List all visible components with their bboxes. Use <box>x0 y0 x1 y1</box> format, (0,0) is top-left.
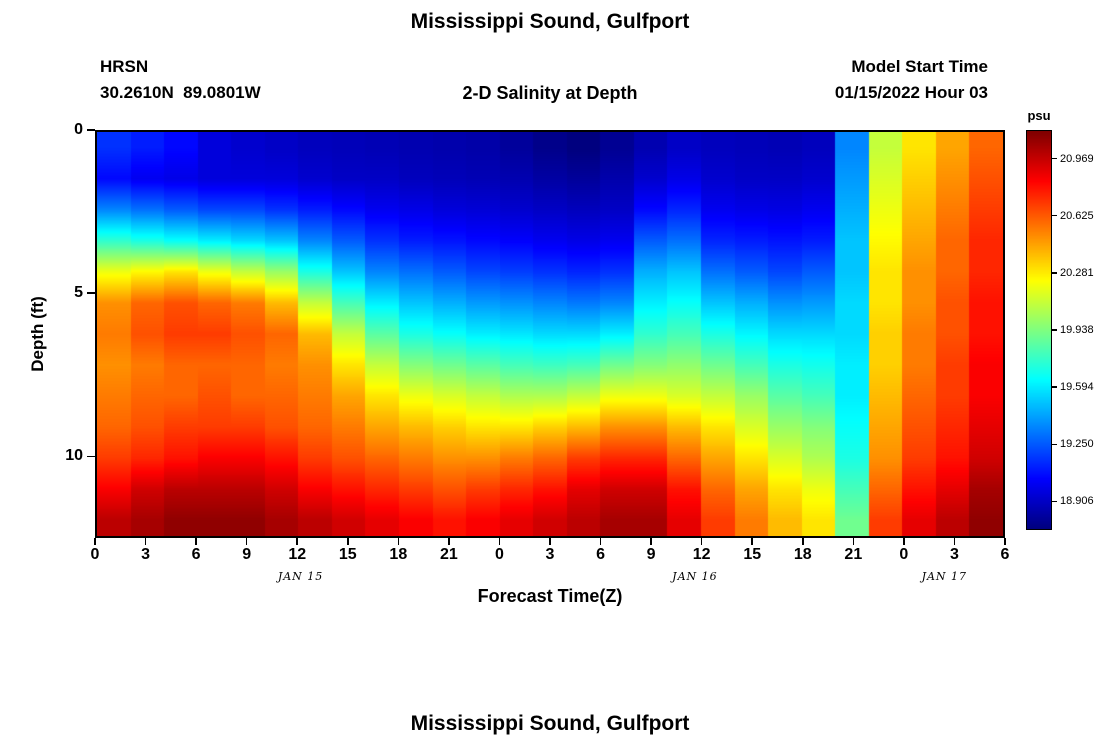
x-tick-mark <box>650 538 652 545</box>
x-tick-mark <box>700 538 703 545</box>
colorbar-tick-mark <box>1052 214 1057 217</box>
x-tick-label: 18 <box>793 546 812 563</box>
x-tick-label: 0 <box>899 546 909 563</box>
colorbar-unit-label: psu <box>1027 108 1051 123</box>
x-axis-date-label: JAN 15 <box>277 570 324 583</box>
x-axis-date-label: JAN 17 <box>921 570 968 583</box>
station-coordinates: 30.2610N 89.0801W <box>100 83 261 102</box>
y-tick-mark <box>87 129 95 131</box>
x-tick-label: 3 <box>949 546 959 563</box>
x-tick-mark <box>498 538 501 545</box>
colorbar-tick-label: 19.938 <box>1060 323 1094 336</box>
x-tick-label: 15 <box>743 546 762 563</box>
x-tick-label: 15 <box>338 546 357 563</box>
x-axis-label: Forecast Time(Z) <box>477 586 623 606</box>
next-chart-title: Mississippi Sound, Gulfport <box>410 712 690 735</box>
x-tick-mark <box>903 538 905 545</box>
x-tick-mark <box>599 538 602 545</box>
colorbar-tick-label: 19.594 <box>1060 381 1094 394</box>
x-tick-label: 6 <box>596 546 605 563</box>
y-tick-label: 0 <box>74 121 83 138</box>
x-tick-label: 3 <box>545 546 555 563</box>
x-tick-label: 9 <box>242 546 252 563</box>
x-tick-mark <box>144 538 147 545</box>
plot-area <box>95 130 1005 538</box>
y-axis-label: Depth (ft) <box>28 296 47 372</box>
x-tick-mark <box>549 538 551 545</box>
y-tick-mark <box>87 292 95 294</box>
model-start-time-label: Model Start Time <box>851 57 988 76</box>
x-tick-label: 0 <box>494 546 504 563</box>
colorbar-tick-mark <box>1052 157 1057 160</box>
y-tick-label: 10 <box>65 447 83 465</box>
model-start-time-value: 01/15/2022 Hour 03 <box>834 83 988 102</box>
x-tick-mark <box>852 538 855 545</box>
colorbar-tick-mark <box>1052 443 1057 445</box>
colorbar-gradient-canvas <box>1027 131 1051 529</box>
x-tick-label: 18 <box>389 546 408 563</box>
x-tick-label: 6 <box>1000 546 1010 563</box>
colorbar-tick-label: 20.625 <box>1060 209 1094 222</box>
colorbar-tick-mark <box>1052 500 1057 503</box>
x-tick-label: 0 <box>90 546 100 563</box>
chart-title: Mississippi Sound, Gulfport <box>410 10 690 33</box>
salinity-heatmap-canvas <box>97 132 1003 536</box>
x-tick-mark <box>347 538 349 545</box>
colorbar-tick-label: 20.969 <box>1060 152 1094 165</box>
x-tick-mark <box>953 538 956 545</box>
colorbar-tick-label: 19.250 <box>1060 438 1094 451</box>
x-tick-label: 21 <box>844 546 863 563</box>
x-tick-label: 9 <box>646 546 656 563</box>
x-tick-mark <box>397 538 400 545</box>
x-tick-mark <box>751 538 753 545</box>
colorbar-tick-mark <box>1052 272 1057 274</box>
colorbar-tick-label: 18.906 <box>1060 495 1094 508</box>
x-tick-label: 12 <box>288 546 307 563</box>
x-tick-mark <box>94 538 96 545</box>
x-tick-mark <box>195 538 197 545</box>
y-tick-label: 5 <box>74 284 83 302</box>
x-tick-label: 21 <box>439 546 458 563</box>
x-tick-mark <box>245 538 248 545</box>
colorbar-tick-mark <box>1052 329 1057 331</box>
colorbar-tick-mark <box>1052 386 1057 388</box>
colorbar <box>1026 130 1052 530</box>
x-tick-mark <box>802 538 804 545</box>
x-axis-date-label: JAN 16 <box>672 570 718 583</box>
x-tick-mark <box>296 538 298 545</box>
x-tick-label: 6 <box>191 546 201 563</box>
x-tick-label: 12 <box>692 546 711 563</box>
x-tick-label: 3 <box>141 546 150 563</box>
x-tick-mark <box>448 538 450 545</box>
station-id: HRSN <box>100 57 149 76</box>
colorbar-tick-label: 20.281 <box>1060 266 1094 279</box>
chart-subtitle: 2-D Salinity at Depth <box>462 83 638 103</box>
y-tick-mark <box>87 455 95 458</box>
x-tick-mark <box>1004 538 1006 545</box>
